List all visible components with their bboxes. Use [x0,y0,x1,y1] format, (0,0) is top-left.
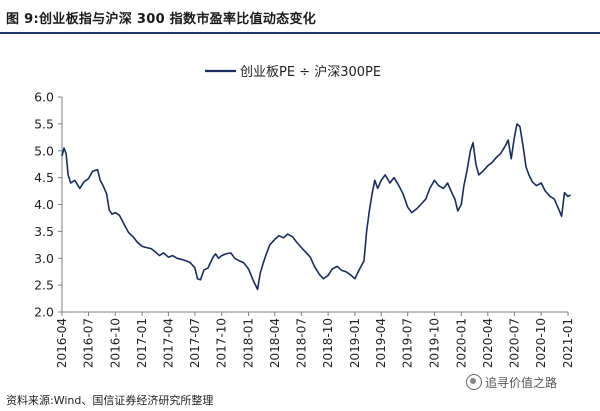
y-tick-label: 3.5 [34,224,54,239]
x-tick-label: 2019-07 [401,318,415,368]
x-tick-label: 2018-01 [242,318,256,368]
x-tick-label: 2016-04 [55,318,69,368]
series-line [61,123,572,291]
legend: 创业板PE ÷ 沪深300PE [205,64,381,80]
watermark-text: 追寻价值之路 [485,376,558,390]
source-note: 资料来源:Wind、国信证券经济研究所整理 [6,394,214,407]
x-tick-label: 2017-01 [135,318,149,368]
x-tick-label: 2020-10 [534,318,548,368]
x-tick-label: 2017-07 [188,318,202,368]
x-tick-label: 2019-04 [374,318,388,368]
x-tick-label: 2021-01 [561,318,575,368]
x-tick-label: 2019-10 [428,318,442,368]
x-axis-ticks: 2016-04 2016-07 2016-10 2017-01 2017-04 2017-… [55,312,575,368]
y-tick-label: 4.0 [34,197,54,212]
x-tick-label: 2020-04 [481,318,495,368]
x-tick-label: 2017-04 [161,318,175,368]
legend-label: 创业板PE ÷ 沪深300PE [240,64,381,80]
watermark: 追寻价值之路 [466,374,557,391]
x-tick-label: 2020-07 [507,318,521,368]
y-tick-label: 6.0 [34,90,54,105]
x-tick-label: 2018-04 [268,318,282,368]
figure-title: 图 9:创业板指与沪深 300 指数市盈率比值动态变化 [6,12,317,27]
x-tick-label: 2020-01 [454,318,468,368]
y-tick-label: 5.5 [34,116,54,131]
x-tick-label: 2016-10 [108,318,122,368]
x-tick-label: 2018-07 [294,318,308,368]
figure-header: 图 9:创业板指与沪深 300 指数市盈率比值动态变化 [0,0,600,34]
y-tick-label: 4.5 [34,170,54,185]
y-tick-label: 2.5 [34,278,54,293]
y-tick-label: 5.0 [34,143,54,158]
x-tick-label: 2016-07 [82,318,96,368]
x-tick-label: 2017-10 [215,318,229,368]
y-tick-label: 3.0 [34,251,54,266]
y-axis-ticks: 2.0 2.5 3.0 3.5 4.0 4.5 5.0 5.5 6.0 [34,90,62,320]
x-tick-label: 2019-01 [348,318,362,368]
wechat-icon [466,374,482,390]
pe-ratio-line-chart: 创业板PE ÷ 沪深300PE 2.0 2.5 3.0 3.5 4.0 4.5 5.0 5.5… [34,64,575,368]
x-tick-label: 2018-10 [321,318,335,368]
axes [61,97,568,313]
y-tick-label: 2.0 [34,305,54,320]
title-rule [0,32,600,34]
